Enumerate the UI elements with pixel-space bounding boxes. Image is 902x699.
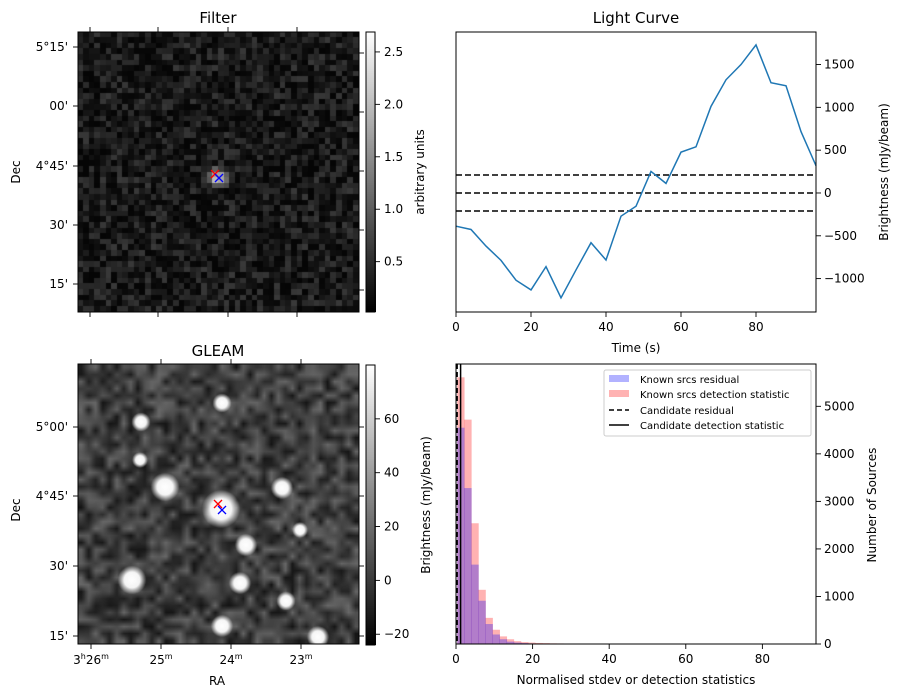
histogram-xtick-label: 20 — [525, 652, 540, 666]
x-stroke — [217, 505, 227, 515]
filter-title: Filter — [199, 9, 237, 27]
gleam-colorbar-tick-label: −20 — [384, 627, 409, 641]
filter-ytick-label: 5°15' — [36, 40, 68, 54]
filter-axes-frame — [77, 31, 360, 313]
histogram-bar — [535, 642, 543, 644]
histogram-xtick-label: 40 — [602, 652, 617, 666]
histogram-xtick-label: 0 — [452, 652, 460, 666]
gleam-ylabel: Dec — [9, 498, 23, 521]
gleam-xtick-label: 23m — [289, 652, 312, 667]
gleam-colorbar-tick-label: 60 — [384, 412, 399, 426]
histogram-ytick-label: 5000 — [824, 399, 855, 413]
filter-ytick-label: 4°45' — [36, 159, 68, 173]
gleam-ytick-label: 30' — [49, 559, 68, 573]
histogram-bar — [492, 629, 500, 644]
lightcurve-title: Light Curve — [593, 9, 679, 27]
filter-image — [78, 32, 359, 312]
histogram-bar — [492, 634, 500, 644]
lightcurve-xtick-label: 20 — [523, 320, 538, 334]
histogram-xlabel: Normalised stdev or detection statistics — [517, 673, 756, 687]
histogram-bar — [485, 617, 493, 644]
lightcurve-ylabel: Brightness (mJy/beam) — [877, 103, 891, 241]
gleam-xtick-label: 3h26m — [73, 652, 109, 667]
legend-entry: Known srcs detection statistic — [640, 390, 789, 401]
gleam-xlabel: RA — [209, 674, 226, 688]
gleam-colorbar — [366, 365, 376, 645]
gleam-ytick-label: 5°00' — [36, 420, 68, 434]
lightcurve-xtick-label: 40 — [598, 320, 613, 334]
legend-entry: Candidate residual — [640, 406, 734, 417]
gleam-colorbar-frame — [365, 364, 376, 646]
x-stroke — [213, 499, 223, 509]
gleam-xtick-label: 24m — [219, 652, 242, 667]
lightcurve-xtick-label: 60 — [673, 320, 688, 334]
legend-swatch-blue — [609, 375, 629, 382]
histogram-bar — [485, 624, 493, 644]
histogram-bar — [471, 523, 479, 644]
histogram-ytick-label: 0 — [824, 637, 832, 651]
histogram-bar — [464, 419, 472, 644]
histogram-legend — [603, 369, 812, 437]
lightcurve-ytick-label: 0 — [824, 186, 832, 200]
histogram-ytick-label: 2000 — [824, 542, 855, 556]
histogram-ytick-label: 1000 — [824, 589, 855, 603]
lightcurve-xtick-label: 0 — [452, 320, 460, 334]
gleam-colorbar-tick-label: 20 — [384, 520, 399, 534]
legend-swatch-red — [609, 390, 629, 397]
light-curve-line — [455, 43, 817, 300]
filter-colorbar-tick-label: 1.0 — [384, 202, 403, 216]
histogram-bar — [499, 636, 508, 644]
histogram-bar — [513, 642, 522, 644]
gleam-ytick-label: 4°45' — [36, 489, 68, 503]
lightcurve-xlabel: Time (s) — [611, 341, 661, 355]
lightcurve-ytick-label: 500 — [824, 143, 847, 157]
legend-frame — [603, 369, 812, 437]
filter-colorbar-label: arbitrary units — [413, 129, 427, 215]
filter-ytick-label: 30' — [49, 218, 68, 232]
gleam-ytick-label: 15' — [49, 629, 68, 643]
gleam-colorbar-label: Brightness (mJy/beam) — [419, 436, 433, 574]
histogram-bar — [478, 589, 486, 644]
gleam-colorbar-tick-label: 40 — [384, 466, 399, 480]
gleam-colorbar-tick-label: 0 — [384, 573, 392, 587]
lightcurve-ytick-label: −500 — [824, 229, 857, 243]
gleam-title: GLEAM — [192, 342, 245, 360]
histogram-bar — [499, 639, 508, 644]
lightcurve-ytick-label: 1000 — [824, 100, 855, 114]
filter-colorbar-tick-label: 0.5 — [384, 255, 403, 269]
histogram-xtick-label: 80 — [755, 652, 770, 666]
x-stroke — [214, 173, 224, 183]
filter-colorbar — [366, 32, 376, 312]
legend-entry: Candidate detection statistic — [640, 421, 784, 432]
filter-ytick-label: 15' — [49, 277, 68, 291]
histogram-bar — [506, 641, 515, 644]
lightcurve-xtick-label: 80 — [748, 320, 763, 334]
gleam-xtick-label: 25m — [149, 652, 172, 667]
histogram-ytick-label: 4000 — [824, 447, 855, 461]
histogram-ylabel: Number of Sources — [865, 448, 879, 563]
filter-ytick-label: 00' — [49, 99, 68, 113]
histogram-bar — [464, 488, 472, 644]
histogram-bar — [528, 642, 536, 644]
filter-ylabel: Dec — [9, 160, 23, 183]
filter-colorbar-tick-label: 2.5 — [384, 45, 403, 59]
filter-colorbar-frame — [365, 31, 376, 313]
histogram-bar — [520, 642, 529, 644]
histogram-xtick-label: 60 — [678, 652, 693, 666]
filter-colorbar-tick-label: 1.5 — [384, 150, 403, 164]
lightcurve-ytick-label: −1000 — [824, 272, 865, 286]
lightcurve-ytick-label: 1500 — [824, 58, 855, 72]
histogram-ytick-label: 3000 — [824, 494, 855, 508]
lightcurve-axes-frame — [455, 31, 817, 313]
legend-entry: Known srcs residual — [640, 375, 739, 386]
filter-colorbar-tick-label: 2.0 — [384, 97, 403, 111]
histogram-bar — [478, 600, 486, 644]
histogram-axes-frame — [455, 363, 817, 645]
histogram-bar — [471, 564, 479, 644]
gleam-axes-frame — [77, 363, 360, 645]
histogram-bar — [513, 641, 522, 644]
histogram-bar — [506, 639, 515, 644]
